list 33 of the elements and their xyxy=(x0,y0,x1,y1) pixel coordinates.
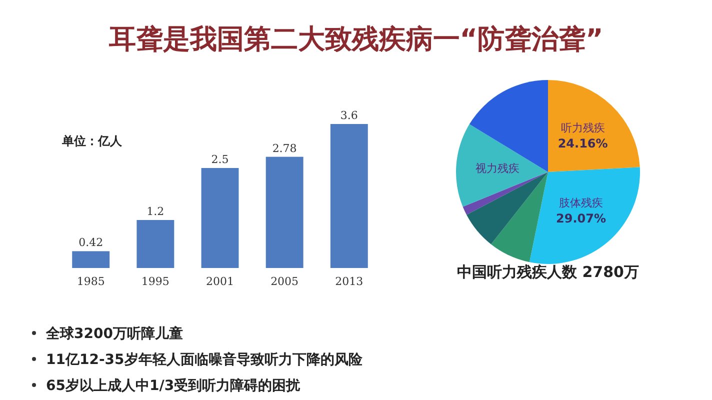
pie-slice xyxy=(469,80,548,172)
slice-label: 视力残疾 xyxy=(476,162,520,175)
text: 中国听力残疾人数 2780万 xyxy=(457,263,639,281)
slice-label: 听力残疾 xyxy=(560,121,605,134)
data-label: 3.6 xyxy=(340,109,358,122)
slice-label: 肢体残疾 xyxy=(558,196,603,210)
data-label: 1.2 xyxy=(146,205,164,218)
text: 65岁以上成人中1/3受到听力障碍的困扰 xyxy=(46,377,302,394)
text: 11亿12-35岁年轻人面临噪音导致听力下降的风险 xyxy=(46,351,364,368)
pie-slice xyxy=(491,172,548,262)
data-label: 24.16% xyxy=(558,136,608,150)
text: 单位：亿人 xyxy=(61,134,123,148)
bar xyxy=(72,251,110,268)
x-tick-label: 2013 xyxy=(335,275,364,288)
pie-slice xyxy=(466,172,548,244)
x-tick-label: 2001 xyxy=(206,275,234,288)
x-tick-label: 2005 xyxy=(270,275,299,288)
data-label: 2.78 xyxy=(272,142,297,155)
data-label: 29.07% xyxy=(556,211,606,226)
pie-slice xyxy=(529,167,640,264)
bar xyxy=(266,156,304,268)
bar xyxy=(136,220,174,268)
pie-slice xyxy=(456,124,548,207)
data-label: 0.42 xyxy=(78,236,104,250)
text: 全球3200万听障儿童 xyxy=(45,325,183,342)
chart-title: 耳聋是我国第二大致残疾病一“防聋治聋” xyxy=(108,24,604,55)
x-tick-label: 1985 xyxy=(76,275,105,288)
pie-slice xyxy=(462,172,548,215)
bar xyxy=(201,168,239,268)
data-label: 2.5 xyxy=(211,153,229,166)
bar xyxy=(330,124,368,268)
pie-slice xyxy=(548,80,640,172)
x-tick-label: 1995 xyxy=(141,275,170,288)
